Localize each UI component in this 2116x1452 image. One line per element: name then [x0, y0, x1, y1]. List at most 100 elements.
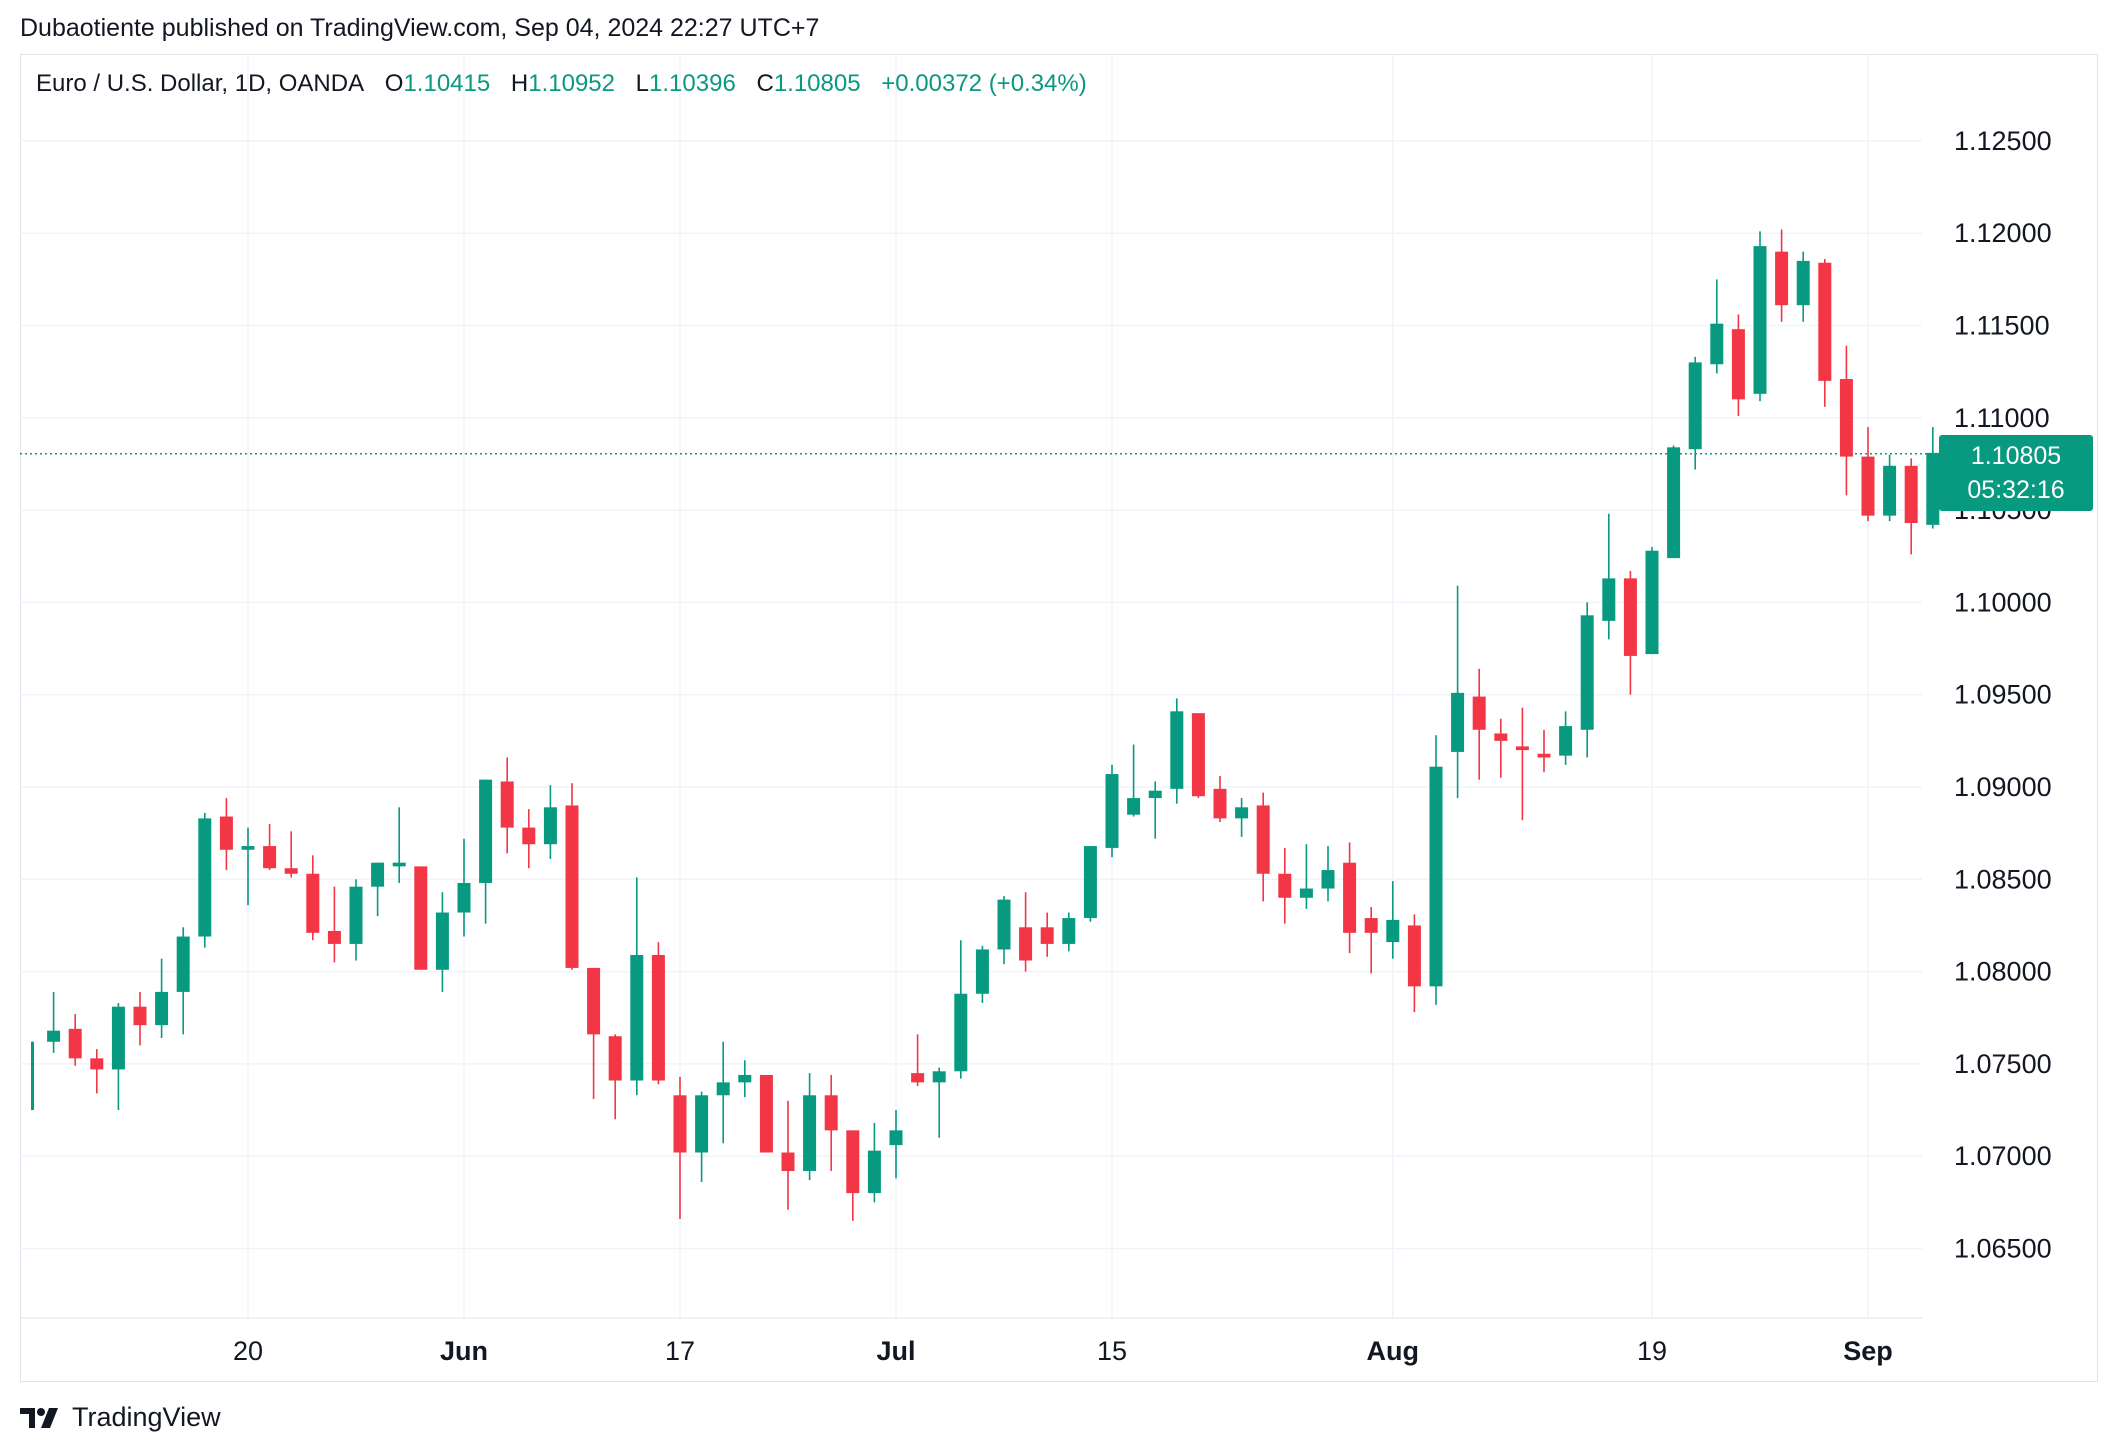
candle-down — [522, 809, 536, 869]
candle-body — [1731, 329, 1745, 400]
candle-body — [608, 1036, 622, 1081]
candle-body — [824, 1095, 838, 1131]
candle-body — [932, 1071, 946, 1083]
candle-up — [1299, 844, 1313, 909]
candle-body — [349, 886, 363, 944]
candle-body — [1839, 379, 1853, 457]
candle-up — [889, 1110, 903, 1179]
candle-down — [133, 991, 147, 1046]
candle-body — [457, 882, 471, 913]
candle-body — [1515, 746, 1529, 751]
candle-body — [1537, 753, 1551, 758]
candle-body — [1191, 713, 1205, 797]
candle-body — [1580, 615, 1594, 730]
candle-body — [1688, 362, 1702, 450]
candle-up — [975, 945, 989, 1003]
candle-up — [932, 1067, 946, 1138]
candle-up — [543, 785, 557, 859]
candle-body — [306, 873, 320, 933]
candle-down — [1343, 842, 1357, 954]
candle-up — [1883, 454, 1897, 522]
symbol-info-bar: Euro / U.S. Dollar, 1D, OANDA O1.10415 H… — [36, 70, 1087, 98]
candle-body — [1645, 550, 1659, 655]
candle-up — [1429, 735, 1443, 1005]
candle-body — [435, 912, 449, 970]
price-tick-label: 1.07500 — [1954, 1049, 2052, 1079]
candle-body — [1105, 774, 1119, 848]
candle-body — [695, 1095, 709, 1153]
candle-body — [111, 1006, 125, 1070]
grid-lines — [20, 54, 1922, 1319]
candle-body — [1040, 927, 1054, 944]
price-tick-label: 1.11000 — [1954, 403, 2050, 433]
candle-body — [1343, 862, 1357, 933]
time-tick-label: Sep — [1843, 1336, 1893, 1366]
candle-body — [522, 827, 536, 845]
high-label: H — [510, 70, 529, 97]
candle-up — [371, 862, 385, 917]
candle-body — [759, 1074, 773, 1153]
tradingview-logo-icon — [20, 1407, 58, 1428]
candle-body — [1062, 918, 1076, 944]
candle-down — [1494, 718, 1508, 778]
last-price-value: 1.10805 — [1970, 442, 2062, 470]
publisher-line: Dubaotiente published on TradingView.com… — [20, 14, 820, 42]
candle-body — [1256, 805, 1270, 874]
price-tick-label: 1.08000 — [1954, 957, 2052, 987]
candle-down — [1019, 892, 1033, 972]
candle-body — [219, 816, 233, 850]
candle-body — [1170, 711, 1184, 789]
candle-body — [1083, 846, 1097, 919]
candle-body — [1213, 788, 1227, 819]
candle-up — [997, 895, 1011, 965]
candle-up — [1796, 251, 1810, 322]
candle-body — [1472, 696, 1486, 730]
price-tick-label: 1.07000 — [1954, 1141, 2052, 1171]
candle-up — [1386, 881, 1400, 959]
candle-up — [1148, 781, 1162, 839]
candle-body — [1386, 919, 1400, 943]
candle-up — [738, 1060, 752, 1098]
candle-body — [479, 779, 493, 883]
candle-up — [1235, 798, 1249, 837]
price-axis: 1.06500 1.07000 1.07500 1.08000 1.08500 1.090… — [1954, 126, 2052, 1264]
candle-down — [1515, 707, 1529, 821]
candle-body — [846, 1130, 860, 1194]
candle-up — [1753, 231, 1767, 402]
candle-body — [867, 1150, 881, 1194]
candle-down — [759, 1074, 773, 1153]
candle-body — [327, 930, 341, 944]
candle-down — [500, 757, 514, 854]
candle-down — [1472, 668, 1486, 780]
candle-body — [31, 1041, 34, 1111]
low-label: L — [635, 70, 650, 97]
candle-down — [1537, 729, 1551, 773]
candle-up — [867, 1122, 881, 1203]
brand[interactable]: TradingView — [20, 1402, 221, 1433]
candle-down — [565, 783, 579, 970]
candle-up — [1645, 547, 1659, 655]
open-label: O — [384, 70, 404, 97]
candle-body — [133, 1006, 147, 1026]
candle-body — [1299, 888, 1313, 898]
candle-body — [911, 1073, 925, 1083]
candle-up — [241, 827, 255, 906]
candle-down — [1213, 775, 1227, 823]
price-tick-label: 1.12000 — [1954, 218, 2052, 248]
candle-body — [587, 967, 601, 1035]
high-value: 1.10952 — [528, 70, 615, 97]
candle-up — [47, 991, 61, 1053]
candle-body — [176, 936, 190, 992]
candle-body — [1926, 452, 1940, 525]
candle-body — [1753, 246, 1767, 394]
candle-body — [673, 1095, 687, 1153]
candle-body — [1818, 262, 1832, 381]
candle-body — [1710, 323, 1724, 365]
time-tick-label: 15 — [1097, 1336, 1127, 1366]
candle-down — [911, 1034, 925, 1087]
candle-down — [284, 831, 298, 878]
candle-body — [651, 954, 665, 1081]
time-tick-label: Jun — [440, 1336, 488, 1366]
candle-up — [198, 812, 212, 948]
